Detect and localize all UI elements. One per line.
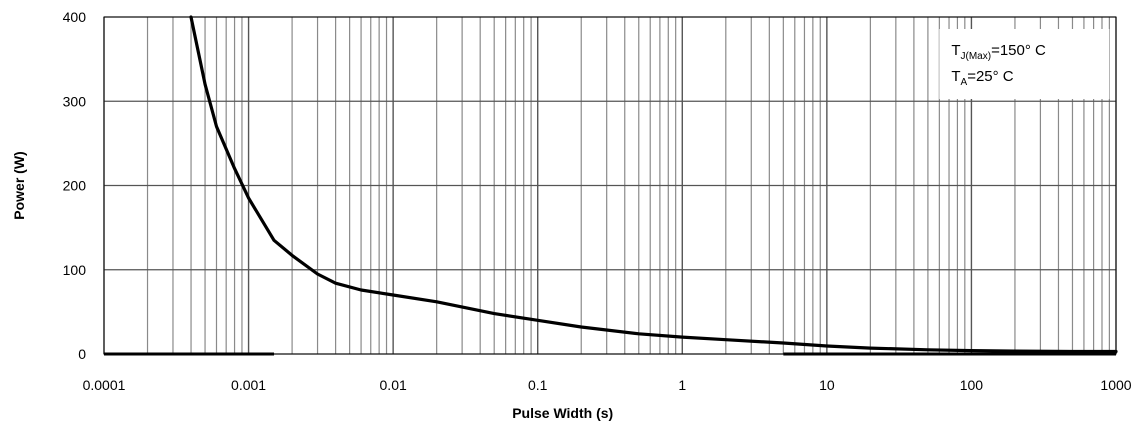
x-tick-label: 0.0001 bbox=[83, 377, 126, 393]
x-tick-label: 0.1 bbox=[528, 377, 548, 393]
x-tick-label: 10 bbox=[819, 377, 835, 393]
x-tick-label: 0.001 bbox=[231, 377, 266, 393]
series-line bbox=[189, 15, 1118, 354]
y-tick-labels: 0 100 200 300 400 bbox=[63, 9, 87, 362]
y-tick-label: 0 bbox=[78, 346, 86, 362]
series-layer bbox=[104, 15, 1118, 356]
y-axis-title: Power (W) bbox=[11, 151, 27, 219]
annotation-tj-max: TJ(Max)=150° C bbox=[951, 42, 1046, 62]
annotation-ta: TA=25° C bbox=[951, 68, 1013, 88]
x-tick-label: 1000 bbox=[1100, 377, 1131, 393]
x-tick-labels: 0.0001 0.001 0.01 0.1 1 10 100 1000 bbox=[83, 377, 1132, 393]
y-tick-label: 200 bbox=[63, 178, 87, 194]
x-tick-label: 1 bbox=[678, 377, 686, 393]
x-tick-label: 0.01 bbox=[380, 377, 407, 393]
y-tick-label: 100 bbox=[63, 262, 87, 278]
y-tick-label: 400 bbox=[63, 9, 87, 25]
annotation-box: TJ(Max)=150° C TA=25° C bbox=[939, 29, 1110, 99]
x-axis-title: Pulse Width (s) bbox=[512, 405, 613, 421]
y-tick-label: 300 bbox=[63, 93, 87, 109]
plot-frame bbox=[103, 16, 1117, 355]
x-tick-label: 100 bbox=[960, 377, 984, 393]
annotation-background bbox=[939, 29, 1110, 99]
